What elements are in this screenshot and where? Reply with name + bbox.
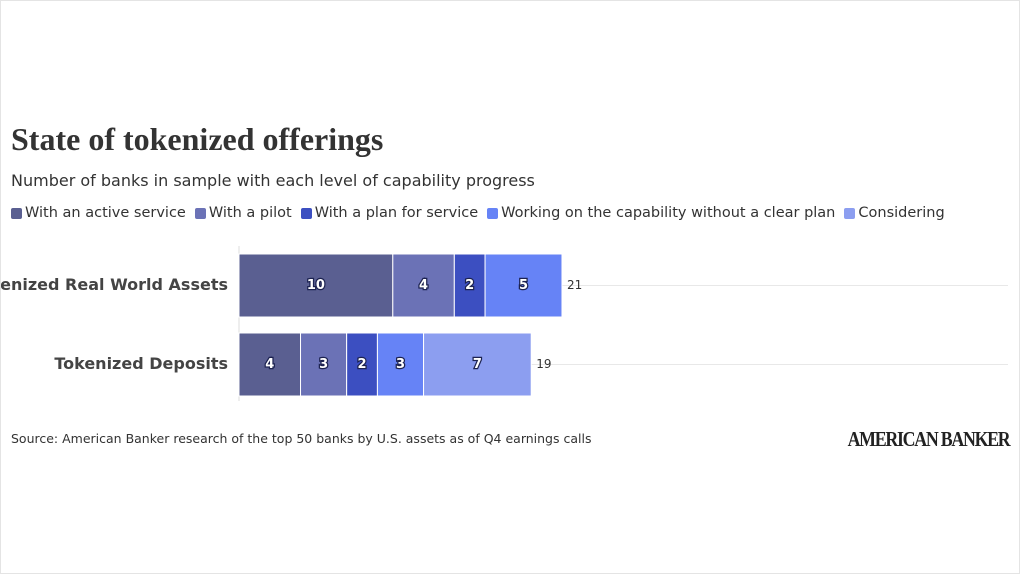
bar-segment bbox=[376, 332, 425, 397]
chart-title: State of tokenized offerings bbox=[11, 121, 384, 157]
value-label: 3 bbox=[319, 357, 328, 372]
bar-segment bbox=[238, 253, 394, 318]
total-label: 19 bbox=[536, 357, 551, 371]
legend-swatch bbox=[844, 207, 856, 219]
bar-segment bbox=[238, 332, 302, 397]
legend: With an active service With a pilot With a… bbox=[11, 205, 945, 221]
legend-item: With an active service bbox=[11, 205, 186, 221]
source-note: Source: American Banker research of the … bbox=[11, 431, 592, 446]
legend-item: With a plan for service bbox=[300, 205, 479, 221]
legend-item: With a pilot bbox=[194, 205, 292, 221]
value-label: 2 bbox=[465, 278, 474, 293]
legend-item: Considering bbox=[844, 205, 945, 221]
category-label: Tokenized Deposits bbox=[54, 354, 228, 373]
chart-subtitle: Number of banks in sample with each leve… bbox=[11, 171, 535, 190]
legend-label: Considering bbox=[858, 205, 945, 221]
value-label: 4 bbox=[265, 357, 274, 372]
value-label: 5 bbox=[519, 278, 528, 293]
value-label: 7 bbox=[473, 357, 482, 372]
legend-label: Working on the capability without a clea… bbox=[501, 205, 836, 221]
logo: AMERICAN BANKER bbox=[847, 427, 1010, 451]
value-label: 2 bbox=[358, 357, 367, 372]
category-label: Tokenized Real World Assets bbox=[1, 275, 228, 294]
legend-item: Working on the capability without a clea… bbox=[487, 205, 835, 221]
legend-label: With a plan for service bbox=[314, 205, 479, 221]
legend-swatch bbox=[194, 207, 206, 219]
value-label: 10 bbox=[307, 278, 325, 293]
value-label: 3 bbox=[396, 357, 405, 372]
bar-segment bbox=[346, 332, 378, 397]
bar-segment bbox=[300, 332, 348, 397]
bar-segment bbox=[423, 332, 532, 397]
legend-swatch bbox=[11, 207, 22, 219]
legend-label: With a pilot bbox=[208, 205, 292, 221]
total-label: 21 bbox=[567, 278, 582, 292]
legend-swatch bbox=[487, 207, 499, 219]
value-label: 4 bbox=[419, 278, 428, 293]
legend-swatch bbox=[300, 207, 312, 219]
legend-label: With an active service bbox=[25, 205, 186, 221]
bar-segment bbox=[484, 253, 563, 318]
